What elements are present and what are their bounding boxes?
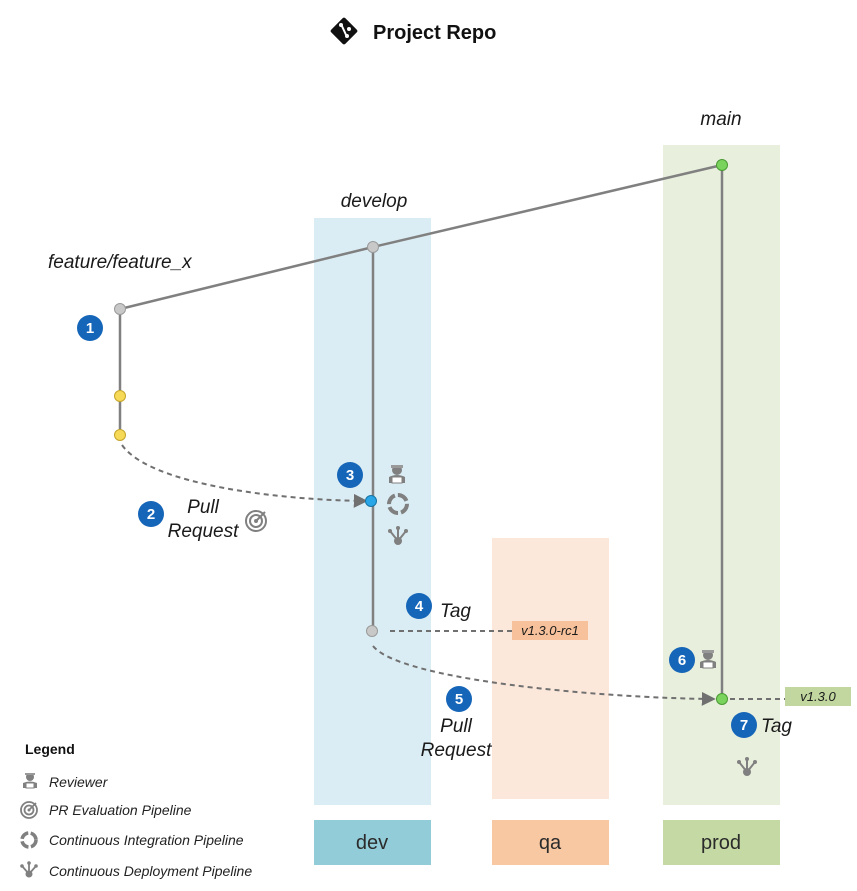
dev-environment-label-box <box>314 820 431 865</box>
legend-continuous-deployment-icon <box>20 861 38 878</box>
svg-text:6: 6 <box>678 652 686 669</box>
dev-environment-label: dev <box>356 832 388 854</box>
svg-text:3: 3 <box>346 467 354 484</box>
develop-tag-commit <box>366 625 378 637</box>
pull-request-feature-to-develop <box>121 444 368 508</box>
continuous-deployment-icon-prod <box>737 757 757 776</box>
svg-text:2: 2 <box>147 506 155 523</box>
pr-evaluation-icon <box>245 510 267 532</box>
qa-environment-label: qa <box>539 832 562 854</box>
tag-release-box <box>785 687 851 706</box>
svg-text:5: 5 <box>455 691 463 708</box>
feature-commit-1 <box>114 390 126 402</box>
step-badge-2: 2 <box>138 501 164 527</box>
legend-continuous-integration-icon <box>20 831 38 849</box>
prod-environment-label: prod <box>701 832 741 854</box>
page-title: Project Repo <box>373 22 496 44</box>
legend-pr-evaluation-label: PR Evaluation Pipeline <box>49 802 192 818</box>
prod-environment-label-box <box>663 820 780 865</box>
tag-release-label: v1.3.0 <box>800 689 836 704</box>
step-badge-5: 5 <box>446 686 472 712</box>
legend-continuous-integration-label: Continuous Integration Pipeline <box>49 832 244 848</box>
develop-merge-commit <box>365 495 377 507</box>
pull-request-1-line-2: Request <box>168 521 239 542</box>
feature-commit-start <box>114 303 126 315</box>
legend-reviewer-label: Reviewer <box>49 774 109 790</box>
tag-label-4: Tag <box>440 601 471 622</box>
main-merge-commit <box>716 693 728 705</box>
tag-label-7: Tag <box>761 716 792 737</box>
qa-environment-label-box <box>492 820 609 865</box>
reviewer-icon <box>389 465 405 484</box>
svg-text:7: 7 <box>740 717 748 734</box>
branch-label-main: main <box>700 109 741 130</box>
legend-pr-evaluation-icon <box>20 801 38 819</box>
continuous-deployment-icon <box>388 526 408 545</box>
step-badge-4: 4 <box>406 593 432 619</box>
git-icon <box>330 17 358 45</box>
tag-rc-box <box>512 621 588 640</box>
step-badge-1: 1 <box>77 315 103 341</box>
step-badge-6: 6 <box>669 647 695 673</box>
svg-text:4: 4 <box>415 598 424 615</box>
step-badge-3: 3 <box>337 462 363 488</box>
pull-request-develop-to-main <box>372 645 716 706</box>
pull-request-1-line-1: Pull <box>187 497 219 518</box>
tag-rc-label: v1.3.0-rc1 <box>521 623 579 638</box>
feature-to-develop-line <box>119 245 374 311</box>
legend-continuous-deployment-label: Continuous Deployment Pipeline <box>49 863 252 879</box>
legend-heading: Legend <box>25 741 75 757</box>
step-badge-7: 7 <box>731 712 757 738</box>
svg-text:1: 1 <box>86 320 94 337</box>
branch-label-develop: develop <box>341 191 408 212</box>
legend-reviewer-icon <box>23 773 37 789</box>
feature-commit-2 <box>114 429 126 441</box>
main-commit-start <box>716 159 728 171</box>
pull-request-5-line-1: Pull <box>440 716 472 737</box>
pull-request-5-line-2: Request <box>421 740 492 761</box>
develop-to-main-line <box>372 163 723 249</box>
qa-environment-band <box>492 538 609 799</box>
reviewer-icon-prod <box>700 650 716 669</box>
develop-commit-start <box>367 241 379 253</box>
branch-label-feature: feature/feature_x <box>48 252 193 273</box>
continuous-integration-icon <box>387 493 409 515</box>
